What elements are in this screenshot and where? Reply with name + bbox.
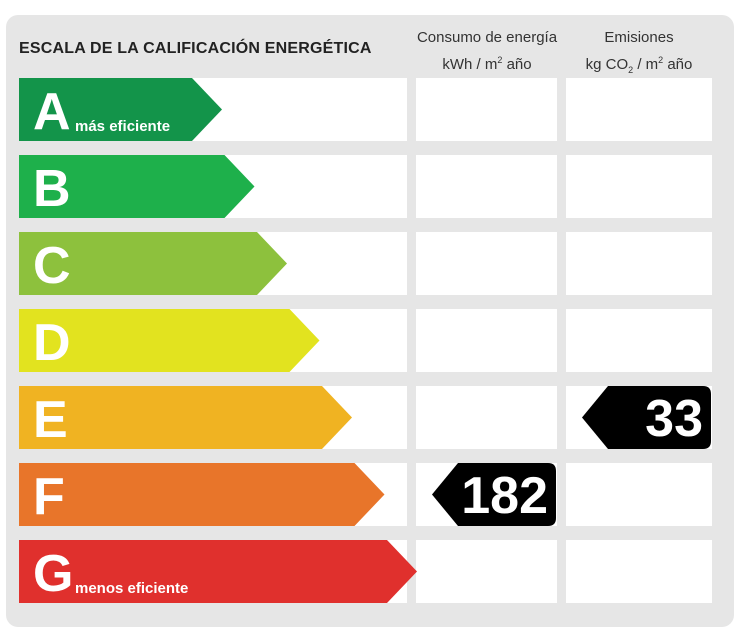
consumption-header-line1: Consumo de energía: [416, 29, 558, 46]
class-arrow-a: [19, 78, 222, 141]
consumption-rating-indicator: [432, 463, 556, 526]
row-f-emissions-cell: [566, 463, 712, 526]
class-arrow-e: [19, 386, 352, 449]
row-e-consumption-cell: [416, 386, 557, 449]
class-letter-d: D: [33, 314, 71, 372]
class-letter-a: A: [33, 83, 71, 141]
row-a-emissions-cell: [566, 78, 712, 141]
class-arrow-f: [19, 463, 385, 526]
row-c-consumption-cell: [416, 232, 557, 295]
row-c-emissions-cell: [566, 232, 712, 295]
class-letter-f: F: [33, 468, 65, 526]
row-g-emissions-cell: [566, 540, 712, 603]
consumption-rating-value: 182: [461, 467, 548, 525]
class-letter-b: B: [33, 160, 71, 218]
class-letter-e: E: [33, 391, 68, 449]
emissions-rating-value: 33: [645, 390, 703, 448]
class-letter-c: C: [33, 237, 71, 295]
emissions-header-line1: Emisiones: [604, 29, 674, 46]
class-arrow-c: [19, 232, 287, 295]
consumption-header-unit: kWh / m2 año: [442, 55, 532, 73]
emissions-column-header: Emisiones kg CO2 / m2 año: [566, 27, 712, 81]
row-g-consumption-cell: [416, 540, 557, 603]
class-note-a: más eficiente: [75, 118, 170, 135]
row-a-consumption-cell: [416, 78, 557, 141]
class-arrow-g: [19, 540, 417, 603]
consumption-column-header: Consumo de energía kWh / m2 año: [408, 27, 566, 76]
class-note-g: menos eficiente: [75, 580, 188, 597]
emissions-rating-indicator: [582, 386, 711, 449]
row-b-consumption-cell: [416, 155, 557, 218]
chart-title: ESCALA DE LA CALIFICACIÓN ENERGÉTICA: [19, 40, 372, 57]
row-d-consumption-cell: [416, 309, 557, 372]
row-d-emissions-cell: [566, 309, 712, 372]
emissions-header-unit: kg CO2 / m2 año: [585, 55, 693, 75]
class-arrow-d: [19, 309, 320, 372]
class-arrow-b: [19, 155, 255, 218]
row-b-emissions-cell: [566, 155, 712, 218]
class-letter-g: G: [33, 545, 73, 603]
